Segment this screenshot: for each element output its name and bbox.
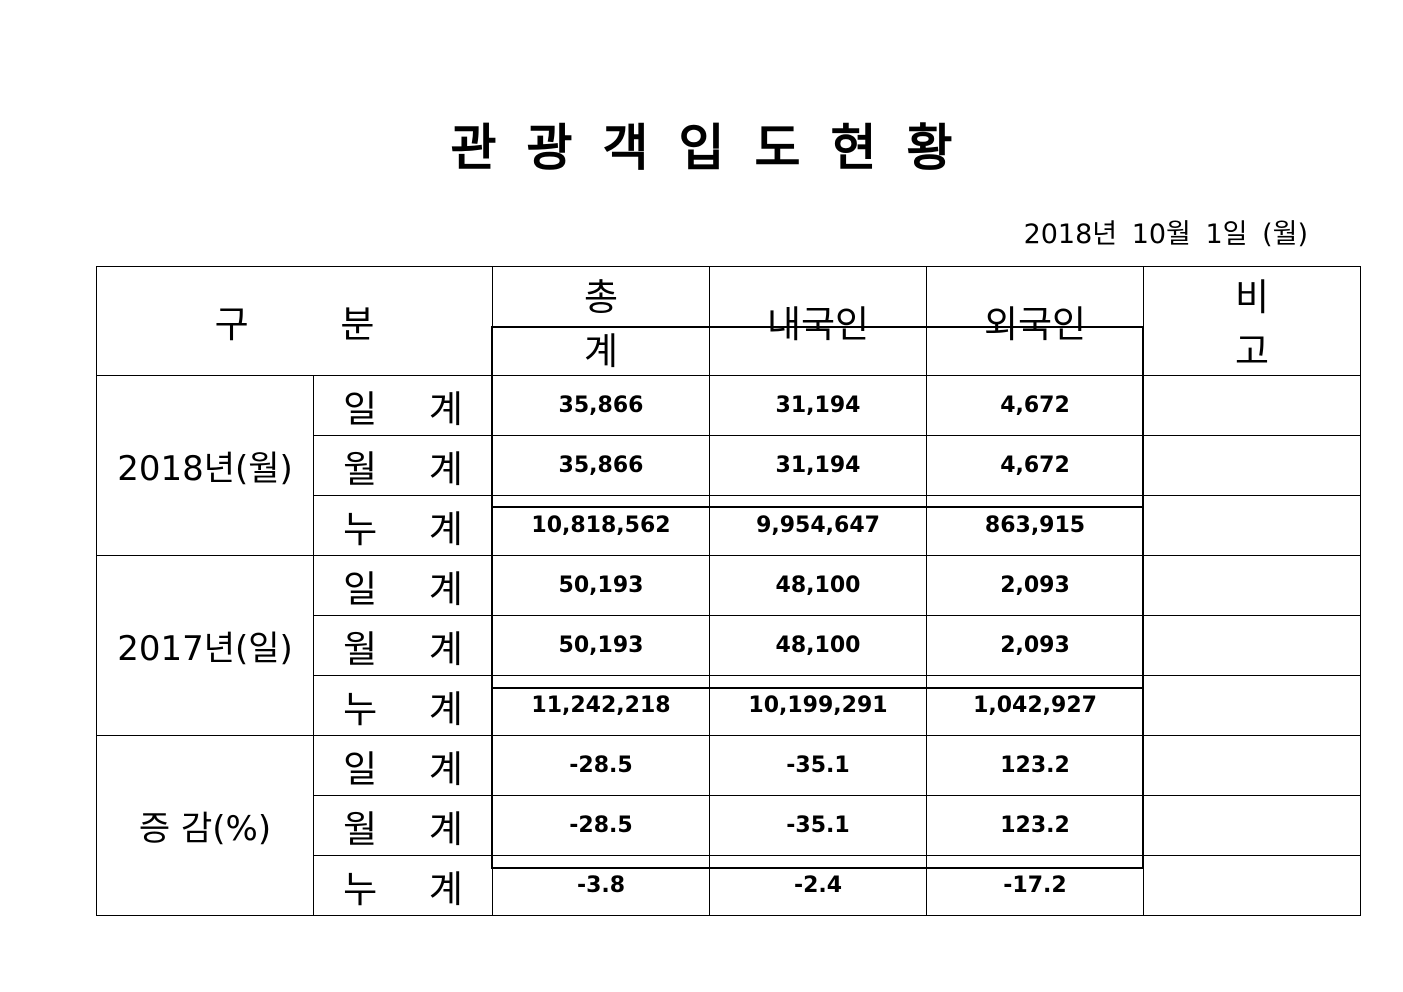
- row-label: 누 계: [313, 675, 493, 736]
- foreign-cell: 1,042,927: [926, 675, 1144, 736]
- header-total: 총 계: [492, 266, 710, 376]
- group-label: 2018년(월): [96, 375, 314, 556]
- note-cell: [1143, 735, 1361, 796]
- note-cell: [1143, 495, 1361, 556]
- header-row: 구 분 총 계 내국인 외국인 비 고: [96, 266, 1361, 376]
- domestic-cell: -35.1: [709, 795, 927, 856]
- row-label: 누 계: [313, 855, 493, 916]
- header-note: 비 고: [1143, 266, 1361, 376]
- group-label: 2017년(일): [96, 555, 314, 736]
- row-label: 월 계: [313, 435, 493, 496]
- row-label: 일 계: [313, 735, 493, 796]
- table-row: 누 계 10,818,562 9,954,647 863,915: [97, 495, 1361, 556]
- foreign-cell: 2,093: [926, 615, 1144, 676]
- table-row: 월 계 -28.5 -35.1 123.2: [97, 795, 1361, 856]
- foreign-cell: 4,672: [926, 435, 1144, 496]
- note-cell: [1143, 375, 1361, 436]
- note-cell: [1143, 555, 1361, 616]
- domestic-cell: -35.1: [709, 735, 927, 796]
- foreign-cell: 123.2: [926, 735, 1144, 796]
- foreign-cell: 123.2: [926, 795, 1144, 856]
- domestic-cell: -2.4: [709, 855, 927, 916]
- row-label: 일 계: [313, 375, 493, 436]
- header-domestic: 내국인: [709, 266, 927, 376]
- row-label: 월 계: [313, 615, 493, 676]
- header-foreign: 외국인: [926, 266, 1144, 376]
- note-cell: [1143, 435, 1361, 496]
- table-row: 누 계 11,242,218 10,199,291 1,042,927: [97, 675, 1361, 736]
- total-cell: 35,866: [492, 375, 710, 436]
- total-cell: 35,866: [492, 435, 710, 496]
- table-row: 2018년(월) 일 계 35,866 31,194 4,672: [96, 375, 1361, 556]
- total-cell: 50,193: [492, 555, 710, 616]
- table-row: 누 계 -3.8 -2.4 -17.2: [97, 855, 1361, 916]
- domestic-cell: 31,194: [709, 375, 927, 436]
- table-row: 증 감(%) 일 계 -28.5 -35.1 123.2: [96, 735, 1361, 916]
- domestic-cell: 48,100: [709, 615, 927, 676]
- tourist-table: 구 분 총 계 내국인 외국인 비 고 2018년(월) 일 계 35,866 31,…: [96, 266, 1361, 916]
- report-date: 2018년 10월 1일 (월): [1023, 219, 1308, 250]
- domestic-cell: 9,954,647: [709, 495, 927, 556]
- note-cell: [1143, 855, 1361, 916]
- table-row: 월 계 50,193 48,100 2,093: [97, 615, 1361, 676]
- table-row: 2017년(일) 일 계 50,193 48,100 2,093: [96, 555, 1361, 736]
- foreign-cell: -17.2: [926, 855, 1144, 916]
- note-cell: [1143, 675, 1361, 736]
- domestic-cell: 48,100: [709, 555, 927, 616]
- row-label: 일 계: [313, 555, 493, 616]
- total-cell: -28.5: [492, 735, 710, 796]
- total-cell: 11,242,218: [492, 675, 710, 736]
- foreign-cell: 863,915: [926, 495, 1144, 556]
- total-cell: 10,818,562: [492, 495, 710, 556]
- row-label: 월 계: [313, 795, 493, 856]
- domestic-cell: 31,194: [709, 435, 927, 496]
- group-label: 증 감(%): [96, 735, 314, 916]
- total-cell: -28.5: [492, 795, 710, 856]
- total-cell: 50,193: [492, 615, 710, 676]
- domestic-cell: 10,199,291: [709, 675, 927, 736]
- row-label: 누 계: [313, 495, 493, 556]
- foreign-cell: 4,672: [926, 375, 1144, 436]
- foreign-cell: 2,093: [926, 555, 1144, 616]
- note-cell: [1143, 795, 1361, 856]
- page-title: 관광객입도현황: [450, 119, 983, 177]
- header-category: 구 분: [96, 266, 493, 376]
- note-cell: [1143, 615, 1361, 676]
- total-cell: -3.8: [492, 855, 710, 916]
